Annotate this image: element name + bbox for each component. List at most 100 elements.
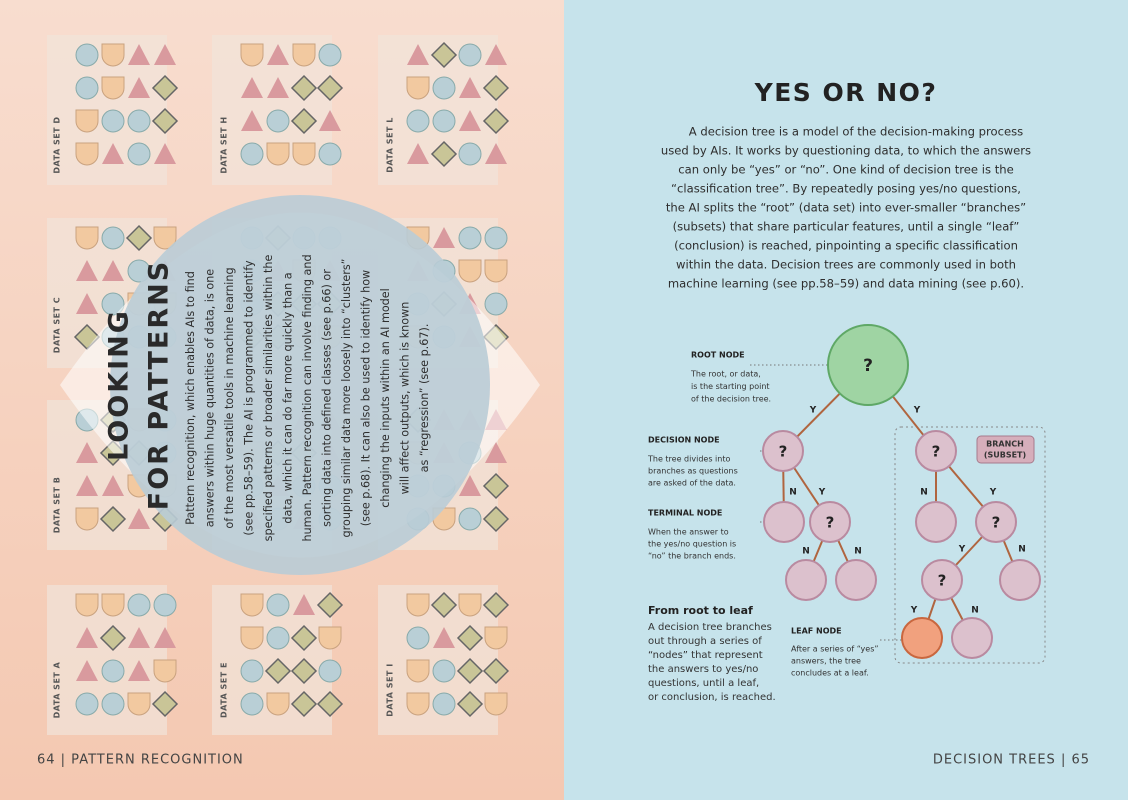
shape [151, 74, 179, 102]
node [835, 559, 877, 601]
branch-tag [976, 435, 1035, 464]
shape [75, 76, 99, 100]
shape [102, 143, 124, 164]
shape [76, 293, 98, 314]
body-line: answers within huge quantities of data, … [204, 269, 217, 527]
shape [290, 74, 318, 102]
shape [433, 227, 455, 248]
edge-label: N [802, 547, 810, 557]
node-label: ? [779, 443, 788, 461]
shape [459, 77, 481, 98]
shape [151, 107, 179, 135]
label-heading: LEAF NODE [791, 627, 842, 636]
shape [292, 142, 316, 166]
node-label: ? [932, 443, 941, 461]
shape [76, 627, 98, 648]
label-text: concludes at a leaf. [791, 669, 869, 678]
shape [433, 627, 455, 648]
shape [102, 475, 124, 496]
node [915, 430, 957, 472]
shape [266, 626, 290, 650]
shape [101, 43, 125, 67]
shape [485, 44, 507, 65]
shape [101, 76, 125, 100]
shape [127, 593, 151, 617]
label-text: A decision tree branches [648, 622, 772, 633]
shape [99, 624, 127, 652]
shape [458, 43, 482, 67]
shape [102, 260, 124, 281]
node [921, 559, 963, 601]
label-text: The root, or data, [690, 370, 761, 379]
shape [432, 109, 456, 133]
node [809, 501, 851, 543]
label-text: the yes/no question is [648, 540, 736, 549]
shape [316, 690, 344, 718]
node [999, 559, 1041, 601]
shape [75, 142, 99, 166]
shape [432, 692, 456, 716]
edge-label: Y [910, 606, 918, 616]
shape [290, 107, 318, 135]
shape [240, 142, 264, 166]
shape [482, 591, 510, 619]
shape [101, 659, 125, 683]
shape [484, 226, 508, 250]
shape [318, 43, 342, 67]
intro-line: machine learning (see pp.58–59) and data… [668, 277, 1024, 291]
shape [482, 74, 510, 102]
body-line: Pattern recognition, which enables AIs t… [184, 271, 197, 525]
shape [432, 76, 456, 100]
shape [240, 692, 264, 716]
shape [241, 110, 263, 131]
shape [458, 226, 482, 250]
intro-line: used by AIs. It works by questioning dat… [661, 144, 1031, 158]
shape [240, 593, 264, 617]
shape [484, 292, 508, 316]
shape [318, 626, 342, 650]
data-set-label: DATA SET D [53, 116, 62, 173]
edge-label: N [971, 606, 979, 616]
shape [266, 593, 290, 617]
shape [151, 690, 179, 718]
shape [101, 109, 125, 133]
body-line: (see pp.58–59). The AI is programmed to … [243, 260, 256, 536]
shape [101, 692, 125, 716]
shape [241, 77, 263, 98]
shape [458, 142, 482, 166]
shape [128, 44, 150, 65]
branch-label: BRANCH [986, 440, 1024, 449]
shape [459, 110, 481, 131]
shape [485, 442, 507, 463]
body-line: grouping similar data more loosely into … [340, 259, 353, 538]
shape [458, 593, 482, 617]
node [975, 501, 1017, 543]
shape [459, 475, 481, 496]
shape [406, 109, 430, 133]
label-text: the answers to yes/no [648, 664, 758, 675]
node-label: ? [863, 356, 873, 376]
body-line: (see p.68). It can also be used to ident… [360, 270, 373, 526]
shape [128, 77, 150, 98]
shape [75, 692, 99, 716]
shape [266, 142, 290, 166]
node [763, 501, 805, 543]
right-text: YES OR NO? A decision tree is a model of … [647, 78, 1089, 768]
shape [101, 593, 125, 617]
body-line: as “regression” (see p.67). [418, 324, 431, 473]
shape [319, 110, 341, 131]
shape [75, 226, 99, 250]
title: YES OR NO? [754, 78, 938, 107]
shape [153, 226, 177, 250]
shape [456, 690, 484, 718]
shape [128, 508, 150, 529]
title: FOR PATTERNS [144, 260, 175, 510]
shape [99, 505, 127, 533]
data-set-label: DATA SET E [220, 662, 229, 718]
shape [101, 226, 125, 250]
shape [75, 507, 99, 531]
label-text: of the decision tree. [691, 395, 771, 404]
shape [127, 142, 151, 166]
label-text: When the answer to [648, 528, 729, 537]
